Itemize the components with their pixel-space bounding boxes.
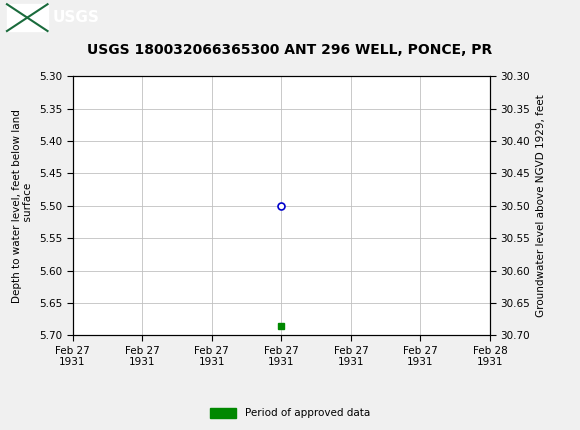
- Text: USGS: USGS: [52, 10, 99, 25]
- Y-axis label: Groundwater level above NGVD 1929, feet: Groundwater level above NGVD 1929, feet: [536, 94, 546, 317]
- Text: USGS 180032066365300 ANT 296 WELL, PONCE, PR: USGS 180032066365300 ANT 296 WELL, PONCE…: [88, 43, 492, 57]
- Y-axis label: Depth to water level, feet below land
  surface: Depth to water level, feet below land su…: [12, 109, 33, 303]
- Legend: Period of approved data: Period of approved data: [206, 404, 374, 423]
- Bar: [7, 4, 48, 31]
